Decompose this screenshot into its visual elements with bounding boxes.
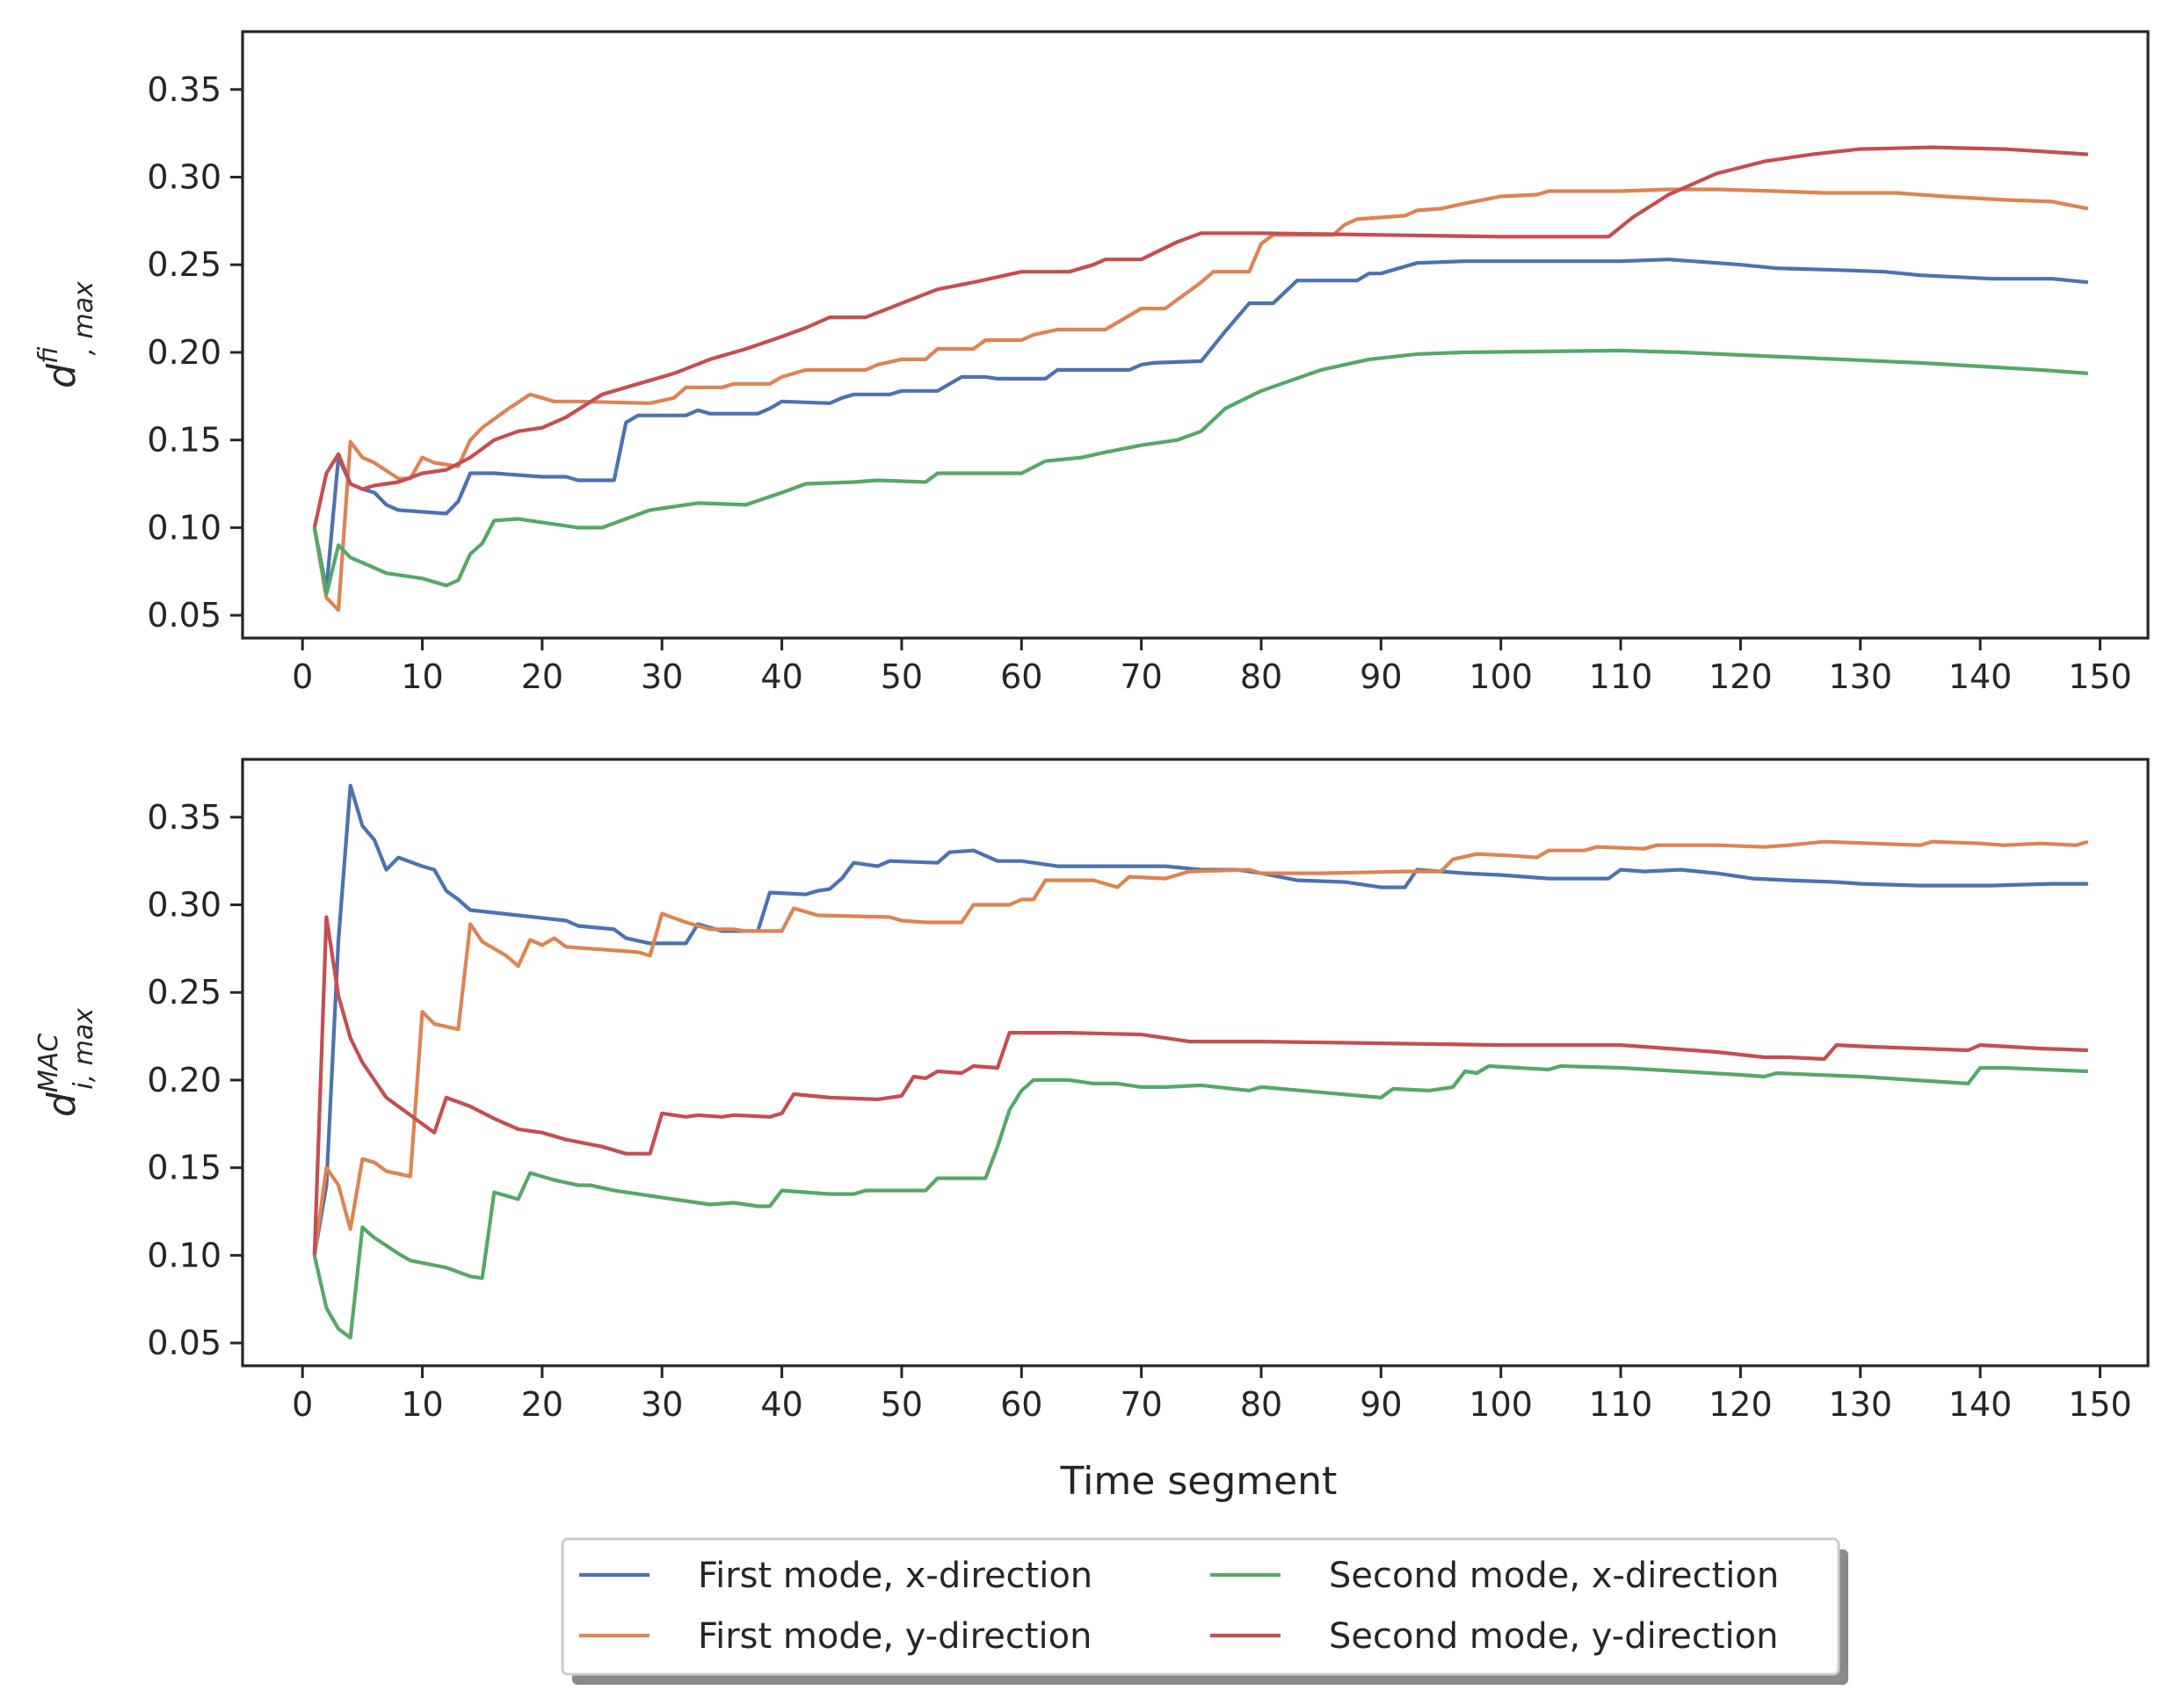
series-line-2	[312, 839, 2089, 1256]
x-tick-label: 70	[1120, 657, 1162, 696]
y-label-superscript: f	[33, 346, 64, 364]
y-tick-label: 0.15	[147, 421, 221, 460]
series-line-1	[312, 783, 2088, 1256]
legend-entry: First mode, y-direction	[579, 1616, 1092, 1657]
series-layer-top	[312, 145, 2089, 613]
y-tick-label: 0.25	[147, 973, 221, 1012]
x-tick-label: 80	[1240, 657, 1282, 696]
legend-entry: Second mode, x-direction	[1210, 1556, 1779, 1596]
chart-bottom: 0 10 20 30 40 50 60 70 80 90 100 110 120 130 140 150 0.…	[33, 758, 2150, 1504]
series-line-1	[312, 258, 2089, 591]
x-tick-label: 70	[1120, 1385, 1162, 1424]
y-label-superscript: MAC	[33, 1034, 64, 1092]
y-label-subscript: i, max	[69, 1008, 99, 1090]
y-label-base: d	[40, 1092, 84, 1117]
legend-entry: First mode, x-direction	[579, 1556, 1092, 1596]
series-layer-bottom	[312, 783, 2089, 1340]
x-tick-label: 40	[760, 1385, 802, 1424]
y-tick-label: 0.35	[147, 70, 221, 109]
x-tick-label: 40	[760, 657, 802, 696]
series-line-4	[312, 915, 2088, 1256]
series-line-4	[312, 145, 2088, 528]
x-tick-label: 60	[1000, 657, 1042, 696]
x-tick-label: 0	[292, 657, 313, 696]
plot-frame-top	[241, 30, 2150, 640]
legend-label: First mode, y-direction	[698, 1616, 1092, 1657]
x-tick-label: 100	[1469, 1385, 1533, 1424]
x-axis-label: Time segment	[1060, 1459, 1338, 1504]
legend-box	[561, 1537, 1840, 1676]
x-tick-label: 50	[881, 657, 923, 696]
y-axis-label-bottom: dMAC i, max	[33, 1008, 99, 1117]
y-label-subscript: i, max	[69, 281, 99, 356]
y-tick-label: 0.30	[147, 158, 221, 197]
x-tick-label: 90	[1360, 1385, 1402, 1424]
x-tick-label: 10	[401, 1385, 443, 1424]
x-tick-label: 0	[292, 1385, 313, 1424]
legend: First mode, x-direction First mode, y-dir…	[561, 1537, 1848, 1685]
y-tick-label: 0.05	[147, 1324, 221, 1362]
x-tick-label: 110	[1589, 1385, 1653, 1424]
y-axis-bottom: 0.05 0.10 0.15 0.20 0.25 0.30 0.35	[147, 798, 243, 1362]
series-line-3	[312, 348, 2088, 597]
legend-label: Second mode, y-direction	[1329, 1616, 1778, 1657]
x-tick-label: 150	[2068, 657, 2132, 696]
x-tick-label: 50	[881, 1385, 923, 1424]
legend-label: Second mode, x-direction	[1329, 1556, 1779, 1596]
x-axis-bottom: 0 10 20 30 40 50 60 70 80 90 100 110 120 130 140 150	[292, 1366, 2132, 1424]
x-tick-label: 100	[1469, 657, 1533, 696]
y-tick-label: 0.20	[147, 1061, 221, 1099]
chart-top: 0 10 20 30 40 50 60 70 80 90 100 110 120 130 140 150 0.…	[33, 30, 2150, 696]
x-tick-label: 30	[641, 657, 683, 696]
y-axis-label-top: df i, max	[33, 281, 99, 388]
y-tick-label: 0.35	[147, 798, 221, 837]
x-tick-label: 120	[1709, 657, 1773, 696]
plot-frame-bottom	[241, 758, 2150, 1368]
x-tick-label: 130	[1828, 1385, 1892, 1424]
y-tick-label: 0.30	[147, 886, 221, 925]
y-tick-label: 0.05	[147, 596, 221, 635]
legend-label: First mode, x-direction	[698, 1556, 1092, 1596]
legend-entry: Second mode, y-direction	[1210, 1616, 1778, 1657]
x-tick-label: 20	[521, 1385, 563, 1424]
x-tick-label: 120	[1709, 1385, 1773, 1424]
x-tick-label: 90	[1360, 657, 1402, 696]
x-tick-label: 60	[1000, 1385, 1042, 1424]
x-tick-label: 20	[521, 657, 563, 696]
x-tick-label: 130	[1828, 657, 1892, 696]
y-axis-top: 0.05 0.10 0.15 0.20 0.25 0.30 0.35	[147, 70, 243, 635]
y-tick-label: 0.10	[147, 508, 221, 547]
series-line-3	[312, 1063, 2088, 1340]
x-tick-label: 10	[401, 657, 443, 696]
y-tick-label: 0.20	[147, 333, 221, 372]
series-line-2	[312, 187, 2089, 613]
x-tick-label: 80	[1240, 1385, 1282, 1424]
y-tick-label: 0.25	[147, 245, 221, 284]
y-label-base: d	[40, 363, 84, 388]
x-tick-label: 140	[1948, 1385, 2013, 1424]
x-tick-label: 140	[1948, 657, 2013, 696]
x-tick-label: 150	[2068, 1385, 2132, 1424]
y-tick-label: 0.10	[147, 1236, 221, 1274]
x-tick-label: 30	[641, 1385, 683, 1424]
x-tick-label: 110	[1589, 657, 1653, 696]
legend-entries: First mode, x-direction First mode, y-dir…	[579, 1556, 1779, 1657]
x-axis-top: 0 10 20 30 40 50 60 70 80 90 100 110 120 130 140 150	[292, 638, 2132, 696]
y-tick-label: 0.15	[147, 1149, 221, 1187]
